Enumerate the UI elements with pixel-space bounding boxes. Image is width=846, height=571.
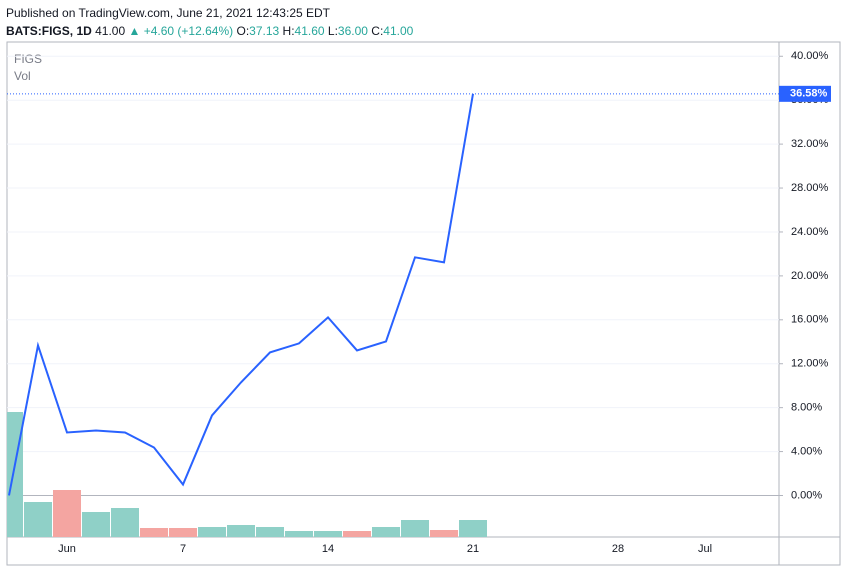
volume-bar — [111, 508, 139, 537]
volume-bar — [169, 528, 197, 537]
volume-bar — [24, 502, 52, 537]
volume-bar — [53, 490, 81, 537]
y-tick-label: 4.00% — [791, 445, 822, 457]
y-tick-label: 8.00% — [791, 402, 822, 414]
header: Published on TradingView.com, June 21, 2… — [6, 4, 413, 40]
volume-bar — [256, 527, 284, 537]
price-line — [8, 93, 474, 496]
price: 41.00 — [95, 24, 126, 38]
x-tick-label: Jul — [698, 543, 712, 555]
c: 41.00 — [383, 24, 414, 38]
l: 36.00 — [337, 24, 368, 38]
legend-entry: Vol — [14, 69, 31, 83]
y-tick-label: 20.00% — [791, 270, 829, 282]
y-tick-label: 12.00% — [791, 358, 829, 370]
volume-bar — [430, 530, 458, 537]
volume-bar — [372, 527, 400, 537]
y-tick-label: 32.00% — [791, 138, 829, 150]
o-label: O: — [236, 24, 250, 38]
volume-bar — [401, 520, 429, 537]
last-value-label: 36.58% — [790, 88, 828, 100]
y-tick-label: 24.00% — [791, 226, 829, 238]
x-tick-label: 28 — [612, 543, 624, 555]
y-tick-label: 0.00% — [791, 489, 822, 501]
x-tick-label: Jun — [58, 543, 76, 555]
x-tick-label: 7 — [180, 543, 186, 555]
x-tick-label: 14 — [322, 543, 334, 555]
published: Published on TradingView.com, June 21, 2… — [6, 6, 330, 20]
legend-entry: FIGS — [14, 52, 42, 66]
volume-bar — [459, 520, 487, 537]
volume-bar — [140, 528, 168, 537]
l-label: L: — [327, 24, 338, 38]
symbol: BATS:FIGS, 1D — [6, 24, 92, 38]
c-label: C: — [371, 24, 384, 38]
last-value-box — [779, 85, 831, 102]
h: 41.60 — [294, 24, 325, 38]
volume-bar — [285, 531, 313, 537]
volume-bar — [82, 512, 110, 537]
y-tick-label: 16.00% — [791, 314, 829, 326]
y-tick-label: 28.00% — [791, 182, 829, 194]
h-label: H: — [282, 24, 295, 38]
o: 37.13 — [249, 24, 280, 38]
x-tick-label: 21 — [467, 543, 479, 555]
ohlc: BATS:FIGS, 1D 41.00 ▲ +4.60 (+12.64%) O:… — [6, 22, 413, 40]
volume-bar — [198, 527, 226, 537]
frame — [6, 41, 841, 566]
volume-bar — [314, 531, 342, 537]
y-tick-label: 40.00% — [791, 50, 829, 62]
volume-bar — [227, 525, 255, 537]
arrow: ▲ — [128, 24, 141, 38]
volume-bar — [343, 531, 371, 537]
change: +4.60 (+12.64%) — [143, 24, 234, 38]
